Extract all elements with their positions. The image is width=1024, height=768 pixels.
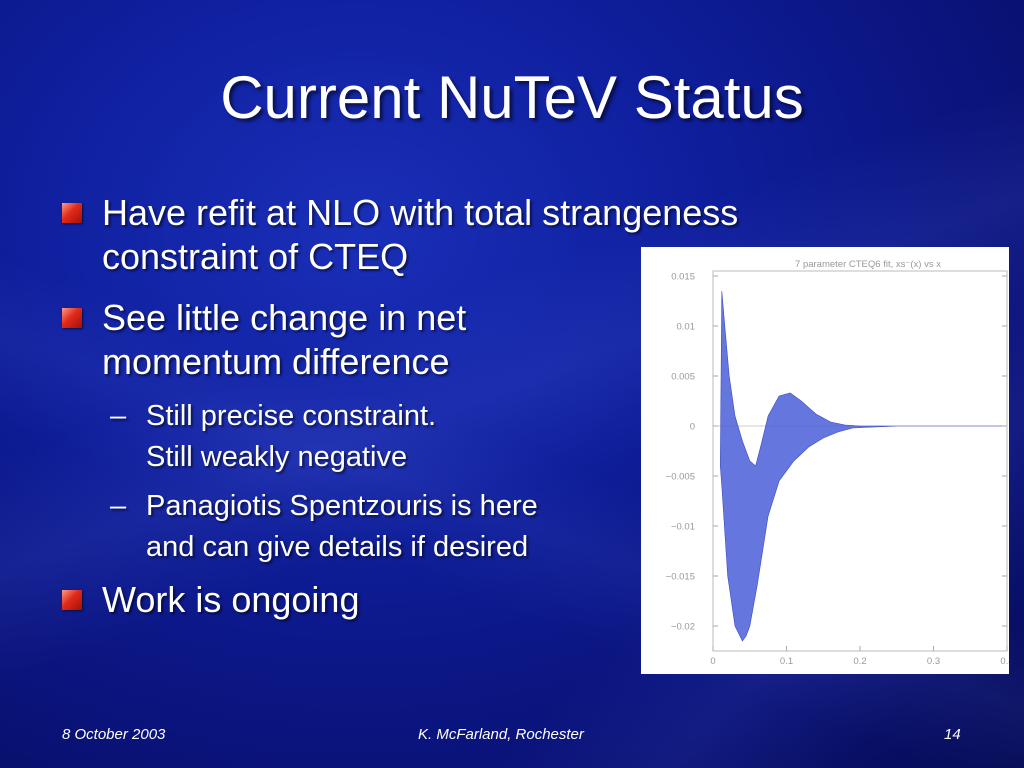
chart-title: 7 parameter CTEQ6 fit, xs⁻(x) vs x (795, 259, 941, 270)
footer-date: 8 October 2003 (62, 726, 166, 743)
footer-page-number: 14 (944, 726, 961, 743)
band-layer (719, 290, 1007, 642)
y-tick-label: −0.01 (671, 522, 695, 533)
x-tick-label: 0.4 (1000, 656, 1009, 667)
bullet-1-line2: constraint of CTEQ (102, 236, 409, 277)
bullet-2-line1: See little change in net (102, 297, 467, 338)
dash-icon: – (110, 400, 127, 432)
x-tick-label: 0.2 (853, 656, 866, 667)
bullet-1-line1: Have refit at NLO with total strangeness (102, 192, 739, 233)
y-tick-label: −0.005 (666, 472, 695, 483)
strangeness-chart: 0.015 0.01 0.005 0 −0.005 −0.01 −0.015 −0.02 0 0.… (641, 247, 1009, 674)
x-tick-label: 0 (710, 656, 715, 667)
y-tick-label: −0.015 (666, 572, 695, 583)
x-tick-label: 0.3 (927, 656, 940, 667)
bullet-3-line1: Work is ongoing (102, 579, 360, 620)
bullet-square-icon (62, 203, 82, 223)
y-tick-label: 0.005 (671, 372, 695, 383)
y-tick-label: 0.015 (671, 272, 695, 283)
sub-bullet-2: – Panagiotis Spentzouris is here and can… (110, 486, 630, 568)
bullet-square-icon (62, 590, 82, 610)
sub-bullet-1: – Still precise constraint. Still weakly… (110, 396, 630, 478)
y-tick-label: −0.02 (671, 622, 695, 633)
footer-author: K. McFarland, Rochester (418, 726, 584, 743)
bullet-2-line2: momentum difference (102, 341, 450, 382)
sub-bullet-1-line2: Still weakly negative (146, 441, 408, 473)
chart-svg: 0.015 0.01 0.005 0 −0.005 −0.01 −0.015 −0.02 0 0.… (666, 259, 1009, 668)
bullet-square-icon (62, 308, 82, 328)
uncertainty-band (719, 290, 1007, 642)
bullet-3: Work is ongoing (62, 578, 822, 622)
sub-bullet-1-line1: Still precise constraint. (146, 400, 437, 432)
sub-bullet-2-line2: and can give details if desired (146, 531, 529, 563)
slide-title: Current NuTeV Status (220, 64, 804, 131)
sub-bullet-2-line1: Panagiotis Spentzouris is here (146, 490, 538, 522)
y-tick-label: 0.01 (677, 322, 696, 333)
x-tick-label: 0.1 (780, 656, 793, 667)
bullet-1: Have refit at NLO with total strangeness… (62, 191, 822, 279)
axis-layer: 0.015 0.01 0.005 0 −0.005 −0.01 −0.015 −0.02 0 0.… (666, 272, 1009, 668)
dash-icon: – (110, 490, 127, 522)
y-tick-label: 0 (690, 422, 695, 433)
bullet-2: See little change in net momentum differ… (62, 296, 602, 384)
